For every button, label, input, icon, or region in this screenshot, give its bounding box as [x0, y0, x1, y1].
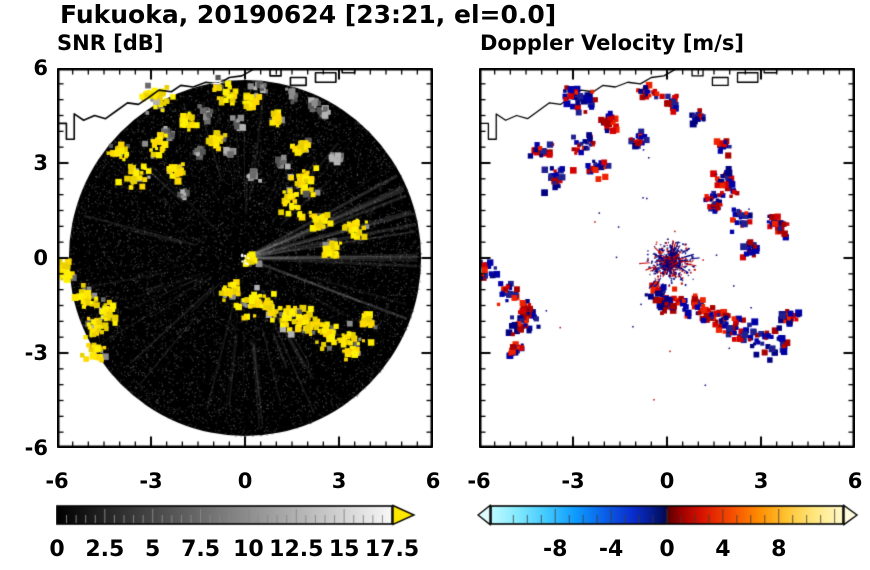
x-tick-label: 6	[847, 469, 863, 493]
doppler-colorbar-tick-label: 8	[771, 537, 787, 562]
figure-title: Fukuoka, 20190624 [23:21, el=0.0]	[60, 0, 557, 29]
snr-colorbar-tick-label: 0	[49, 537, 65, 562]
y-tick-label: 0	[33, 246, 48, 270]
snr-panel-title: SNR [dB]	[57, 31, 164, 55]
snr-colorbar-tick-label: 10	[233, 537, 264, 562]
doppler-colorbar-tick-label: 4	[715, 537, 731, 562]
snr-colorbar-tick-label: 15	[328, 537, 360, 562]
snr-colorbar-tick-label: 12.5	[269, 537, 324, 562]
x-tick-label: -6	[45, 469, 69, 493]
doppler-radar-plot	[479, 68, 855, 448]
y-tick-label: 6	[33, 56, 48, 80]
y-tick-label: -3	[24, 341, 48, 365]
doppler-panel-title: Doppler Velocity [m/s]	[480, 31, 744, 55]
snr-colorbar-tick-label: 5	[145, 537, 161, 562]
snr-radar-plot	[57, 68, 433, 448]
snr-colorbar-tick-label: 2.5	[85, 537, 125, 562]
x-tick-label: 0	[237, 469, 253, 493]
x-tick-label: -6	[467, 469, 491, 493]
doppler-colorbar	[477, 504, 859, 534]
y-tick-label: -6	[24, 436, 48, 460]
doppler-colorbar-tick-label: -8	[543, 537, 568, 562]
doppler-colorbar-tick-label: 0	[659, 537, 675, 562]
x-tick-label: 6	[425, 469, 441, 493]
doppler-colorbar-tick-label: -4	[598, 537, 624, 562]
snr-colorbar-tick-label: 17.5	[364, 537, 420, 562]
snr-colorbar-tick-label: 7.5	[181, 537, 221, 562]
snr-colorbar	[56, 504, 436, 534]
x-tick-label: -3	[561, 469, 585, 493]
y-tick-label: 3	[33, 151, 48, 175]
x-tick-label: 0	[659, 469, 675, 493]
x-tick-label: 3	[331, 469, 347, 493]
x-tick-label: -3	[139, 469, 163, 493]
x-tick-label: 3	[753, 469, 769, 493]
